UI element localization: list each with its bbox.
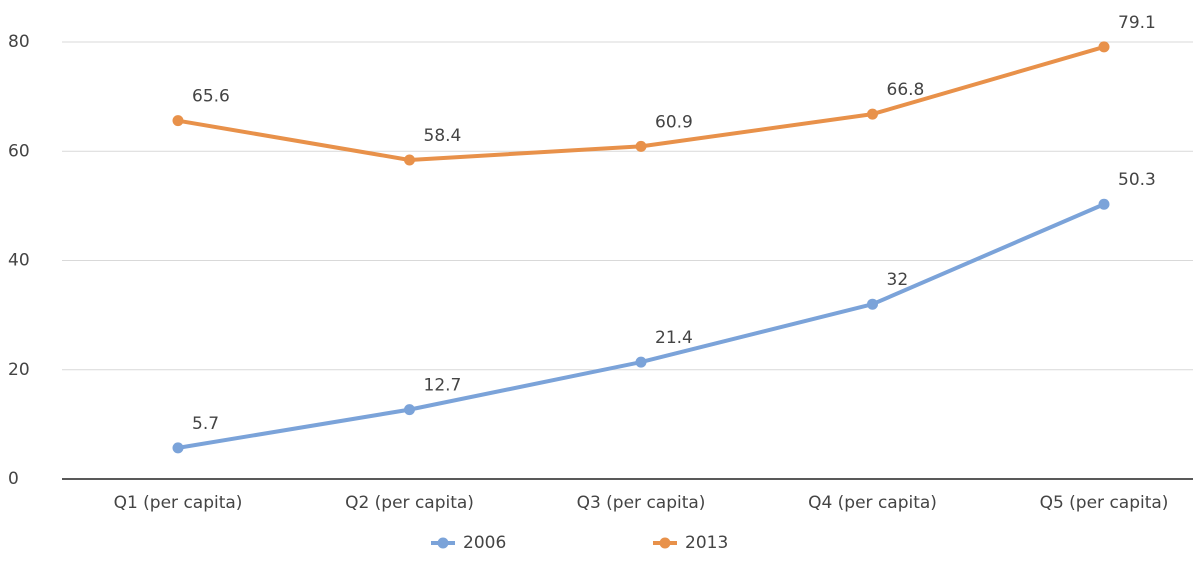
y-tick-label: 40: [8, 251, 30, 271]
y-tick-label: 0: [8, 469, 19, 489]
point: [172, 115, 184, 127]
point: [1098, 41, 1110, 53]
data-label: 58.4: [424, 126, 462, 146]
point: [867, 108, 878, 120]
legend-label: 2006: [463, 533, 506, 553]
x-tick-label: Q2 (per capita): [345, 493, 474, 513]
series-line: [177, 202, 1105, 450]
point: [635, 356, 647, 368]
legend-marker: [437, 537, 449, 549]
point: [635, 140, 647, 152]
y-tick-label: 60: [8, 141, 30, 161]
point: [404, 154, 415, 166]
x-tick-label: Q4 (per capita): [808, 493, 937, 513]
data-label: 65.6: [192, 87, 230, 107]
data-label: 60.9: [655, 112, 693, 132]
legend-marker: [659, 537, 671, 549]
legend-label: 2013: [685, 533, 728, 553]
data-label: 66.8: [887, 80, 925, 100]
y-tick-label: 20: [8, 360, 30, 380]
data-label: 12.7: [424, 376, 462, 396]
x-tick-label: Q1 (per capita): [114, 493, 243, 513]
data-label: 79.1: [1118, 13, 1156, 33]
data-label: 5.7: [192, 414, 219, 434]
point: [867, 298, 878, 310]
data-label: 50.3: [1118, 170, 1156, 190]
point: [404, 404, 415, 416]
data-label: 32: [887, 270, 909, 290]
point: [1098, 198, 1110, 210]
point: [172, 442, 184, 454]
data-label: 21.4: [655, 328, 693, 348]
x-tick-label: Q5 (per capita): [1040, 493, 1169, 513]
x-tick-label: Q3 (per capita): [577, 493, 706, 513]
y-tick-label: 80: [8, 32, 30, 52]
